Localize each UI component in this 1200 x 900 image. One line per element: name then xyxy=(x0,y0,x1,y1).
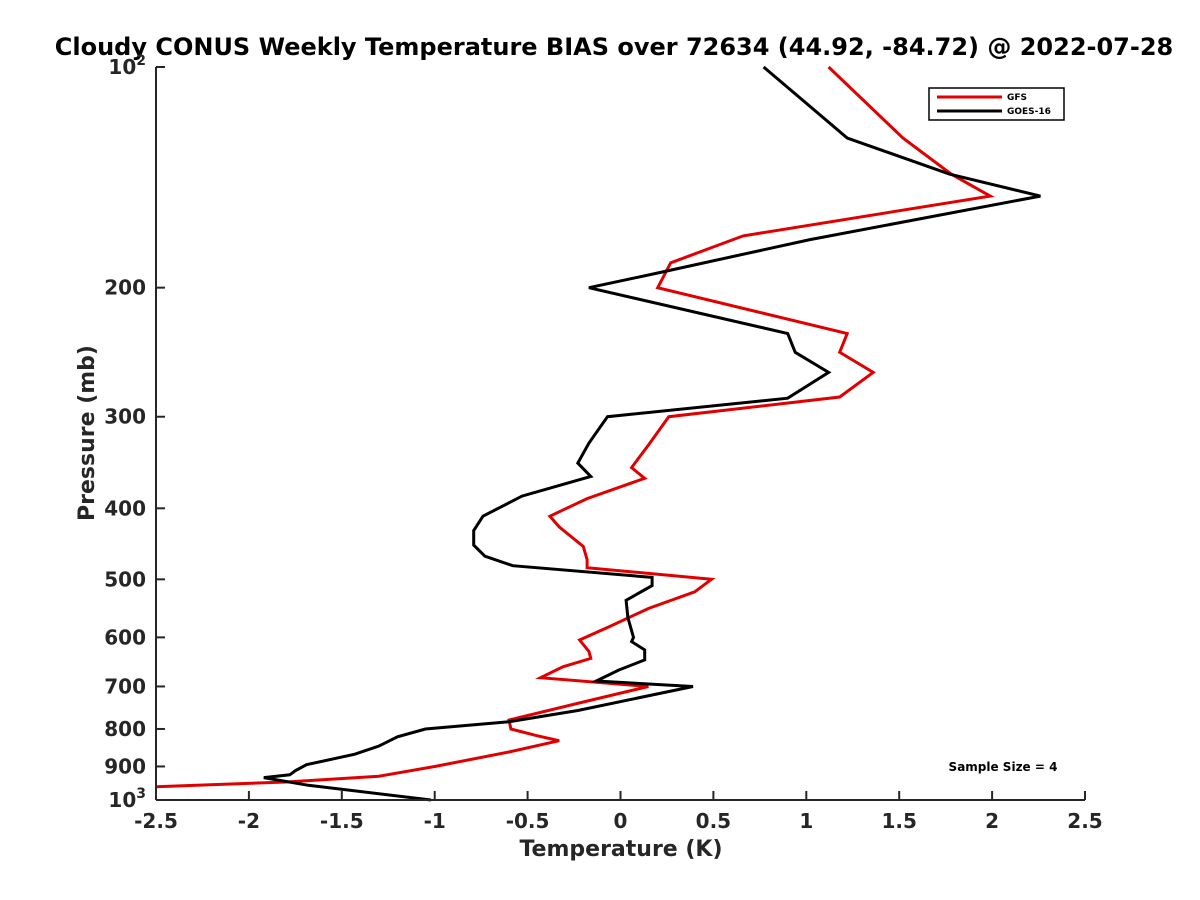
y-tick-label: 900 xyxy=(104,754,146,778)
x-tick-label: -1 xyxy=(424,809,446,833)
y-tick-label: 500 xyxy=(104,567,146,591)
legend-box xyxy=(928,87,1065,121)
legend-label: GFS xyxy=(1007,93,1027,103)
y-tick-label: 200 xyxy=(104,276,146,300)
y-tick-label: 400 xyxy=(104,496,146,520)
y-tick-label: 800 xyxy=(104,717,146,741)
legend: GFS GOES-16 xyxy=(928,87,1065,121)
x-tick-label: -1.5 xyxy=(320,809,364,833)
axes-background xyxy=(156,67,1085,800)
plot-area: -2.5 -2 -1.5 -1 -0.5 0 0.5 1 1.5 2 2.5 102 200 300 40… xyxy=(104,53,1102,833)
x-axis-ticks: -2.5 -2 -1.5 -1 -0.5 0 0.5 1 1.5 2 2.5 xyxy=(134,791,1103,833)
y-tick-label: 700 xyxy=(104,674,146,698)
legend-label: GOES-16 xyxy=(1007,107,1051,117)
x-tick-label: -0.5 xyxy=(506,809,550,833)
y-tick-label: 600 xyxy=(104,625,146,649)
x-tick-label: 1 xyxy=(799,809,813,833)
y-tick-label: 300 xyxy=(104,405,146,429)
legend-items: GFS GOES-16 xyxy=(937,93,1051,117)
y-axis-label: Pressure (mb) xyxy=(75,345,100,521)
series-line-goes-16 xyxy=(263,65,1041,802)
series-layer xyxy=(155,65,1041,802)
y-tick-label: 103 xyxy=(108,786,146,812)
sample-size-annotation: Sample Size = 4 xyxy=(949,760,1058,774)
y-tick-label: 102 xyxy=(108,53,146,79)
x-tick-label: 0.5 xyxy=(696,809,731,833)
y-axis-ticks: 102 200 300 400 500 600 700 800 900 103 xyxy=(104,53,165,812)
chart-title: Cloudy CONUS Weekly Temperature BIAS ove… xyxy=(55,33,1173,61)
x-tick-label: 1.5 xyxy=(881,809,916,833)
x-tick-label: -2 xyxy=(238,809,260,833)
x-tick-label: 2 xyxy=(985,809,999,833)
series-line-gfs xyxy=(155,65,995,789)
x-tick-label: 2.5 xyxy=(1067,809,1102,833)
x-axis-label: Temperature (K) xyxy=(519,837,722,862)
x-tick-label: 0 xyxy=(614,809,628,833)
x-tick-label: -2.5 xyxy=(134,809,178,833)
